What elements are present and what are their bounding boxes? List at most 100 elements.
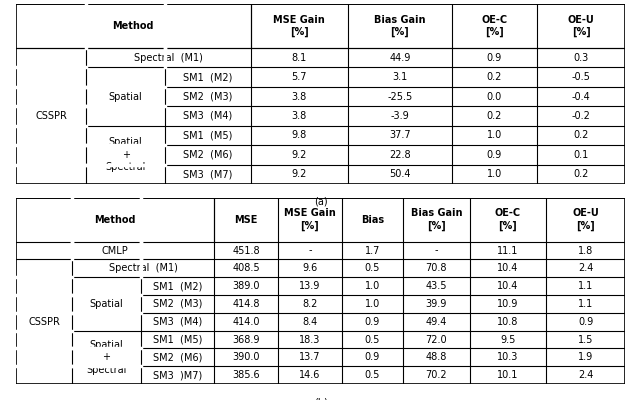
Text: (b): (b): [314, 397, 327, 400]
Text: 1.9: 1.9: [578, 352, 593, 362]
Text: 1.1: 1.1: [578, 281, 593, 291]
Text: Spectral  (M1): Spectral (M1): [134, 53, 203, 63]
Text: 0.9: 0.9: [365, 317, 380, 327]
Text: 0.9: 0.9: [487, 53, 502, 63]
Text: 0.9: 0.9: [487, 150, 502, 160]
Text: SM2  (M3): SM2 (M3): [183, 92, 233, 102]
Text: Spatial
+
Spectral: Spatial + Spectral: [86, 340, 126, 375]
Text: OE-C
[%]: OE-C [%]: [481, 15, 507, 37]
Text: SM1  (M2): SM1 (M2): [152, 281, 202, 291]
Text: 1.0: 1.0: [365, 299, 380, 309]
Text: MSE: MSE: [234, 215, 258, 225]
Text: -0.4: -0.4: [572, 92, 590, 102]
Text: Spatial: Spatial: [89, 299, 123, 309]
Text: OE-C
[%]: OE-C [%]: [495, 208, 521, 231]
Text: 49.4: 49.4: [426, 317, 447, 327]
Text: Spatial: Spatial: [108, 92, 142, 102]
Text: 9.6: 9.6: [302, 263, 318, 273]
Text: SM3  (M7): SM3 (M7): [183, 169, 233, 179]
Text: 70.2: 70.2: [426, 370, 447, 380]
Text: 8.2: 8.2: [302, 299, 318, 309]
Text: SM1  (M5): SM1 (M5): [183, 130, 233, 140]
Text: Spectral  (M1): Spectral (M1): [108, 263, 177, 273]
Text: SM3  (M4): SM3 (M4): [183, 111, 232, 121]
Text: 3.8: 3.8: [292, 92, 307, 102]
Text: 389.0: 389.0: [232, 281, 260, 291]
Text: Bias: Bias: [361, 215, 384, 225]
Text: SM2  (M6): SM2 (M6): [183, 150, 233, 160]
Text: 3.1: 3.1: [392, 72, 408, 82]
Text: 70.8: 70.8: [426, 263, 447, 273]
Text: 1.5: 1.5: [578, 334, 593, 344]
Text: 3.8: 3.8: [292, 111, 307, 121]
Text: 2.4: 2.4: [578, 370, 593, 380]
Text: 1.0: 1.0: [365, 281, 380, 291]
Text: 48.8: 48.8: [426, 352, 447, 362]
Text: Bias Gain
[%]: Bias Gain [%]: [411, 208, 462, 231]
Text: 1.8: 1.8: [578, 246, 593, 256]
Text: 43.5: 43.5: [426, 281, 447, 291]
Text: 0.0: 0.0: [487, 92, 502, 102]
Text: 414.8: 414.8: [232, 299, 260, 309]
Text: 390.0: 390.0: [232, 352, 260, 362]
Text: 0.9: 0.9: [578, 317, 593, 327]
Text: 22.8: 22.8: [389, 150, 411, 160]
Text: 13.9: 13.9: [299, 281, 321, 291]
Text: 0.1: 0.1: [574, 150, 589, 160]
Text: 0.5: 0.5: [365, 263, 380, 273]
Text: 14.6: 14.6: [299, 370, 321, 380]
Text: OE-U
[%]: OE-U [%]: [572, 208, 599, 231]
Text: 39.9: 39.9: [426, 299, 447, 309]
Text: 37.7: 37.7: [389, 130, 411, 140]
Text: 10.1: 10.1: [497, 370, 519, 380]
Text: 9.5: 9.5: [500, 334, 516, 344]
Text: SM1  (M2): SM1 (M2): [183, 72, 233, 82]
Text: 368.9: 368.9: [232, 334, 260, 344]
Text: 1.1: 1.1: [578, 299, 593, 309]
Text: Method: Method: [112, 21, 154, 31]
Text: Bias Gain
[%]: Bias Gain [%]: [374, 15, 426, 37]
Text: 10.9: 10.9: [497, 299, 519, 309]
Text: 18.3: 18.3: [299, 334, 321, 344]
Text: 9.2: 9.2: [292, 169, 307, 179]
Text: 1.0: 1.0: [487, 169, 502, 179]
Text: 0.9: 0.9: [365, 352, 380, 362]
Text: 10.3: 10.3: [497, 352, 519, 362]
Text: SM1  (M5): SM1 (M5): [152, 334, 202, 344]
Text: 2.4: 2.4: [578, 263, 593, 273]
Text: -0.2: -0.2: [572, 111, 591, 121]
Text: MSE Gain
[%]: MSE Gain [%]: [274, 15, 325, 37]
Text: CSSPR: CSSPR: [35, 111, 67, 121]
Text: 5.7: 5.7: [292, 72, 307, 82]
Text: -: -: [434, 246, 438, 256]
Text: 44.9: 44.9: [389, 53, 410, 63]
Text: 10.4: 10.4: [497, 263, 519, 273]
Text: 50.4: 50.4: [389, 169, 410, 179]
Text: 1.0: 1.0: [487, 130, 502, 140]
Text: Spatial
+
Spectral: Spatial + Spectral: [105, 138, 146, 172]
Text: 9.2: 9.2: [292, 150, 307, 160]
Text: 8.4: 8.4: [302, 317, 318, 327]
Text: 0.2: 0.2: [574, 130, 589, 140]
Text: 10.8: 10.8: [497, 317, 519, 327]
Text: SM3  (M4): SM3 (M4): [152, 317, 202, 327]
Text: OE-U
[%]: OE-U [%]: [568, 15, 595, 37]
Text: -0.5: -0.5: [572, 72, 591, 82]
Text: MSE Gain
[%]: MSE Gain [%]: [284, 208, 336, 231]
Text: 10.4: 10.4: [497, 281, 519, 291]
Text: 13.7: 13.7: [299, 352, 321, 362]
Text: -: -: [308, 246, 312, 256]
Text: SM2  (M3): SM2 (M3): [152, 299, 202, 309]
Text: 0.2: 0.2: [574, 169, 589, 179]
Text: -25.5: -25.5: [387, 92, 412, 102]
Text: Method: Method: [94, 215, 136, 225]
Text: SM3  )M7): SM3 )M7): [152, 370, 202, 380]
Text: 0.2: 0.2: [487, 72, 502, 82]
Text: 0.2: 0.2: [487, 111, 502, 121]
Text: 0.5: 0.5: [365, 334, 380, 344]
Text: 0.3: 0.3: [574, 53, 589, 63]
Text: 72.0: 72.0: [426, 334, 447, 344]
Text: CSSPR: CSSPR: [28, 317, 60, 327]
Text: 9.8: 9.8: [292, 130, 307, 140]
Text: -3.9: -3.9: [390, 111, 409, 121]
